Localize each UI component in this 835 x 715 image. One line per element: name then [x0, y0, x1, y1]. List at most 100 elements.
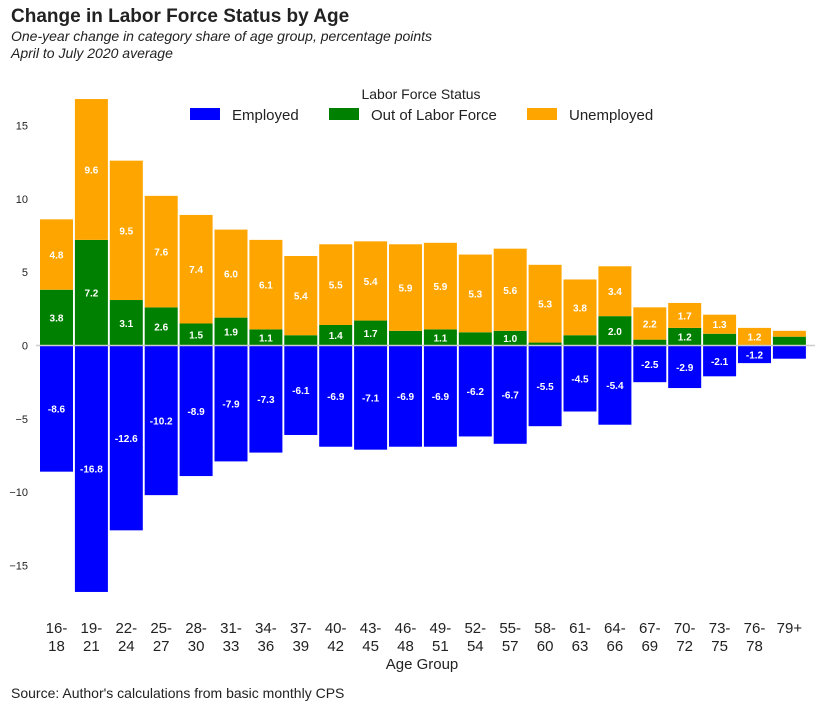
bar-out-of-labor-force — [423, 329, 457, 346]
bar-out-of-labor-force — [772, 336, 806, 346]
data-label-out-of-labor-force: 1.1 — [433, 333, 447, 344]
x-tick-label: 36 — [258, 638, 275, 655]
data-label-unemployed: 1.7 — [678, 311, 692, 322]
bar-employed — [598, 345, 632, 425]
bar-employed — [458, 345, 492, 437]
x-tick-label: 27 — [153, 638, 170, 655]
bar-out-of-labor-force — [284, 335, 318, 346]
bar-unemployed — [109, 160, 143, 301]
data-label-employed: -12.6 — [115, 434, 138, 445]
data-label-unemployed: 5.6 — [503, 286, 517, 297]
bar-employed — [109, 345, 143, 531]
data-label-out-of-labor-force: 7.2 — [84, 289, 98, 300]
x-tick-label: 54 — [467, 638, 484, 655]
legend-label: Out of Labor Force — [371, 107, 497, 124]
x-tick-label: 40- — [325, 620, 347, 637]
x-tick-label: 51 — [432, 638, 449, 655]
bar-out-of-labor-force — [598, 316, 632, 346]
x-tick-label: 49- — [430, 620, 452, 637]
bar-employed — [319, 345, 353, 447]
x-tick-label: 57 — [502, 638, 519, 655]
data-label-out-of-labor-force: 1.9 — [224, 328, 238, 339]
x-tick-label: 58- — [534, 620, 556, 637]
x-tick-label: 61- — [569, 620, 591, 637]
bar-unemployed — [40, 219, 73, 290]
bar-out-of-labor-force — [703, 333, 737, 346]
bar-unemployed — [703, 314, 737, 334]
chart-subtitle: One-year change in category share of age… — [11, 28, 433, 44]
bar-out-of-labor-force — [668, 327, 702, 346]
bar-employed — [354, 345, 388, 450]
bar-unemployed — [598, 266, 632, 317]
bar-out-of-labor-force — [528, 342, 562, 346]
data-label-employed: -2.5 — [641, 360, 659, 371]
data-label-out-of-labor-force: 1.5 — [189, 330, 203, 341]
data-label-unemployed: 9.6 — [84, 165, 98, 176]
data-label-out-of-labor-force: 2.0 — [608, 327, 622, 338]
data-label-unemployed: 5.4 — [364, 277, 378, 288]
data-label-unemployed: 9.5 — [119, 226, 133, 237]
legend-swatch — [190, 108, 220, 120]
data-label-out-of-labor-force: 1.1 — [259, 333, 273, 344]
bar-unemployed — [458, 254, 492, 333]
bar-unemployed — [249, 239, 283, 330]
bar-unemployed — [179, 214, 213, 324]
x-tick-label: 48 — [397, 638, 414, 655]
x-tick-label: 73- — [709, 620, 731, 637]
data-label-unemployed: 5.9 — [433, 282, 447, 293]
bar-unemployed — [633, 307, 667, 340]
bar-employed — [738, 345, 771, 364]
x-tick-label: 76- — [744, 620, 766, 637]
bar-employed — [214, 345, 248, 462]
x-tick-label: 63 — [572, 638, 589, 655]
x-tick-label: 28- — [185, 620, 207, 637]
x-tick-label: 18 — [48, 638, 65, 655]
bar-out-of-labor-force — [109, 300, 143, 346]
y-tick-label: 5 — [22, 267, 28, 279]
data-label-employed: -6.9 — [327, 392, 345, 403]
data-label-unemployed: 3.4 — [608, 287, 622, 298]
bar-employed — [144, 345, 178, 496]
data-label-unemployed: 6.0 — [224, 270, 238, 281]
x-tick-label: 19- — [81, 620, 103, 637]
bar-employed — [668, 345, 702, 389]
x-tick-label: 37- — [290, 620, 312, 637]
data-label-unemployed: 1.3 — [713, 320, 727, 331]
data-label-employed: -10.2 — [150, 416, 173, 427]
x-tick-label: 70- — [674, 620, 696, 637]
bar-unemployed — [284, 256, 318, 336]
bar-employed — [389, 345, 422, 447]
data-label-out-of-labor-force: 1.4 — [329, 331, 343, 342]
x-tick-label: 21 — [83, 638, 100, 655]
legend-label: Unemployed — [569, 107, 653, 124]
x-tick-label: 42 — [327, 638, 344, 655]
bar-out-of-labor-force — [319, 324, 353, 346]
chart-title: Change in Labor Force Status by Age — [11, 6, 350, 27]
y-tick-label: −10 — [9, 487, 28, 499]
data-label-employed: -2.1 — [711, 357, 729, 368]
bar-out-of-labor-force — [179, 323, 213, 346]
data-label-unemployed: 2.2 — [643, 319, 657, 330]
bar-out-of-labor-force — [633, 339, 667, 346]
x-tick-label: 39 — [292, 638, 309, 655]
data-label-out-of-labor-force: 1.2 — [678, 333, 692, 344]
data-label-employed: -8.9 — [187, 407, 205, 418]
x-tick-label: 43- — [360, 620, 382, 637]
bar-employed — [40, 345, 73, 472]
data-label-employed: -1.2 — [746, 350, 764, 361]
x-tick-label: 60 — [537, 638, 554, 655]
data-label-employed: -6.9 — [432, 392, 450, 403]
bar-unemployed — [423, 242, 457, 330]
bar-employed — [493, 345, 527, 444]
bar-out-of-labor-force — [563, 335, 597, 346]
x-tick-label: 45 — [362, 638, 379, 655]
bar-unemployed — [389, 244, 422, 331]
legend-title: Labor Force Status — [361, 86, 480, 102]
x-tick-label: 69 — [641, 638, 658, 655]
x-tick-label: 67- — [639, 620, 661, 637]
bar-out-of-labor-force — [249, 329, 283, 346]
x-tick-label: 64- — [604, 620, 626, 637]
bar-out-of-labor-force — [144, 307, 178, 346]
bar-employed — [528, 345, 562, 427]
